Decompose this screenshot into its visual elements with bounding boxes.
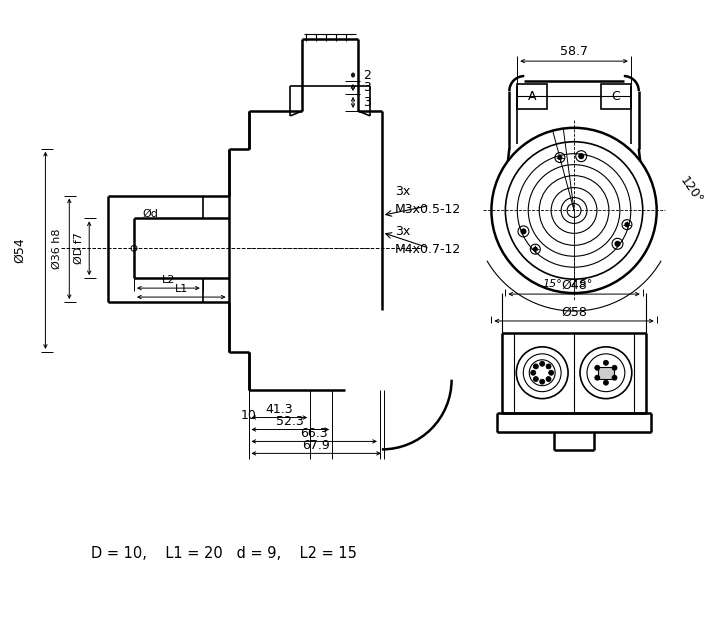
Circle shape [539, 379, 544, 384]
Text: D = 10,    L1 = 20   d = 9,    L2 = 15: D = 10, L1 = 20 d = 9, L2 = 15 [91, 546, 357, 561]
Circle shape [604, 361, 608, 366]
Circle shape [546, 364, 551, 369]
Circle shape [604, 380, 608, 385]
Text: 66.3: 66.3 [300, 427, 328, 440]
Text: Ø48: Ø48 [561, 278, 587, 292]
Circle shape [578, 154, 583, 159]
Circle shape [531, 371, 536, 375]
Text: 67.9: 67.9 [302, 439, 330, 452]
Bar [598, 367, 614, 379]
Text: 2: 2 [363, 68, 371, 82]
Text: 52.3: 52.3 [276, 415, 304, 428]
Bar [601, 84, 630, 109]
Text: 58.7: 58.7 [560, 45, 588, 58]
Text: Ød: Ød [142, 208, 158, 218]
Text: 3x
M4x0.7-12: 3x M4x0.7-12 [395, 225, 461, 256]
Circle shape [612, 375, 617, 380]
Circle shape [615, 241, 620, 246]
Text: C: C [612, 90, 620, 103]
Text: Ø54: Ø54 [13, 238, 26, 263]
Circle shape [534, 247, 537, 251]
Text: L1: L1 [175, 284, 188, 294]
Circle shape [595, 375, 600, 380]
Text: L2: L2 [162, 275, 175, 285]
Text: Ø36 h8: Ø36 h8 [51, 228, 61, 269]
Circle shape [534, 364, 539, 369]
Text: 120°: 120° [677, 174, 706, 207]
Circle shape [612, 366, 617, 371]
Circle shape [539, 361, 544, 366]
Circle shape [558, 155, 562, 159]
Text: A: A [528, 90, 536, 103]
Text: 15°: 15° [542, 279, 562, 289]
Text: 10: 10 [241, 409, 257, 422]
Circle shape [549, 371, 554, 375]
Text: 3: 3 [363, 81, 371, 94]
Circle shape [595, 366, 600, 371]
Circle shape [534, 377, 539, 382]
Text: ØD f7: ØD f7 [74, 233, 85, 264]
Text: Ø58: Ø58 [561, 305, 587, 319]
Text: 41.3: 41.3 [265, 403, 294, 416]
Bar [518, 84, 547, 109]
Text: 3x
M3x0.5-12: 3x M3x0.5-12 [395, 185, 461, 216]
Circle shape [546, 377, 551, 382]
Text: 3: 3 [363, 96, 371, 109]
Circle shape [625, 223, 629, 226]
Text: 7.5°: 7.5° [570, 279, 594, 289]
Circle shape [521, 229, 526, 234]
